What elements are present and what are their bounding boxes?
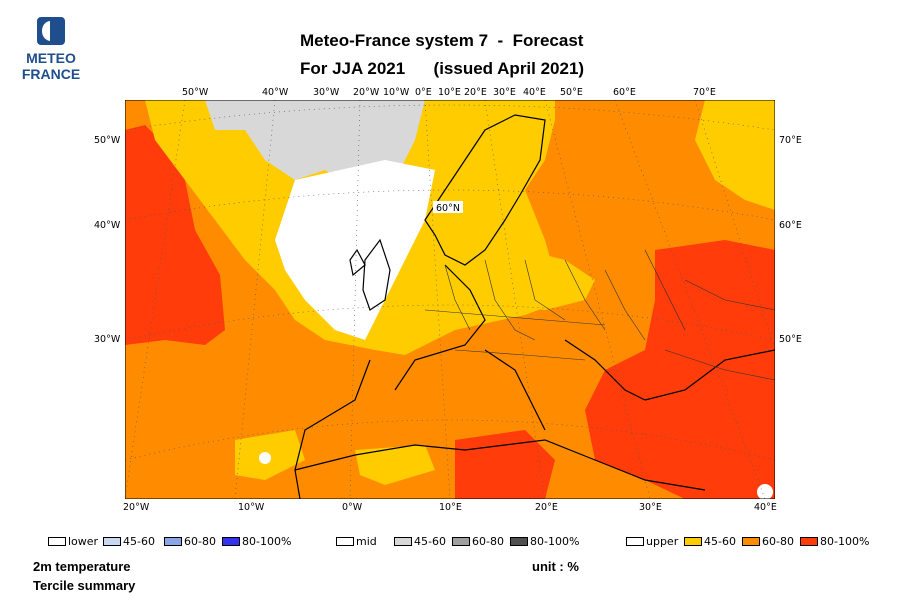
- top-lon-tick: 10°W: [383, 87, 410, 98]
- title-line-2: For JJA 2021 (issued April 2021): [300, 59, 585, 78]
- top-lon-tick: 40°E: [523, 87, 546, 98]
- bottom-lon-tick: 30°E: [639, 502, 662, 513]
- bottom-lon-tick: 10°W: [238, 502, 265, 513]
- legend-label: mid: [356, 534, 377, 548]
- meteo-france-logo: METEO FRANCE: [18, 14, 84, 84]
- top-lon-tick: 50°W: [182, 87, 209, 98]
- upper-45-60-central: [470, 250, 595, 310]
- legend-mid-60-80: 60-80: [452, 534, 504, 548]
- legend-swatch: [684, 536, 702, 546]
- bottom-lon-tick: 10°E: [439, 502, 462, 513]
- legend-lower-60-80: 60-80: [164, 534, 216, 548]
- bottom-lon-tick: 20°E: [535, 502, 558, 513]
- right-lat-tick: 60°E: [779, 220, 802, 231]
- legend-label: 60-80: [472, 534, 504, 548]
- no-signal-white: [275, 160, 435, 340]
- forecast-map: 60°N: [125, 100, 775, 499]
- legend-label: upper: [646, 534, 679, 548]
- legend-mid-80-100: 80-100%: [510, 534, 580, 548]
- upper-80-100-atlantic: [125, 125, 225, 345]
- coastlines: [294, 114, 775, 499]
- footer-summary: Tercile summary: [33, 578, 136, 593]
- right-lat-tick: 50°E: [779, 334, 802, 345]
- meteo-france-logo-icon: [37, 17, 65, 45]
- title-line-1: Meteo-France system 7 - Forecast: [300, 31, 584, 50]
- bottom-lon-tick: 20°W: [123, 502, 150, 513]
- legend-lower: lower: [48, 534, 99, 548]
- legend-swatch: [452, 536, 470, 546]
- top-lon-tick: 30°E: [493, 87, 516, 98]
- top-lon-tick: 50°E: [560, 87, 583, 98]
- legend-swatch: [394, 536, 412, 546]
- right-lat-tick: 70°E: [779, 135, 802, 146]
- top-lon-tick: 20°E: [464, 87, 487, 98]
- top-lon-tick: 60°E: [613, 87, 636, 98]
- legend-upper: upper: [626, 534, 679, 548]
- legend-label: 60-80: [762, 534, 794, 548]
- footer-unit: unit : %: [532, 559, 579, 574]
- legend-label: 80-100%: [820, 534, 870, 548]
- logo-text-meteo: METEO: [26, 50, 76, 66]
- country-borders: [424, 249, 775, 381]
- legend-label: 45-60: [704, 534, 736, 548]
- upper-45-60-south-2: [355, 445, 435, 485]
- bottom-lon-tick: 40°E: [754, 502, 777, 513]
- legend-label: lower: [68, 534, 99, 548]
- legend-label: 45-60: [414, 534, 446, 548]
- no-signal-spot: [259, 452, 271, 464]
- top-lon-tick: 70°E: [693, 87, 716, 98]
- lat-label-bg: [433, 201, 463, 213]
- top-lon-tick: 20°W: [353, 87, 380, 98]
- legend-upper-80-100: 80-100%: [800, 534, 870, 548]
- top-lon-tick: 30°W: [313, 87, 340, 98]
- top-lon-tick: 0°E: [415, 87, 432, 98]
- footer-variable: 2m temperature: [33, 559, 131, 574]
- legend-upper-45-60: 45-60: [684, 534, 736, 548]
- legend-swatch-mid: [336, 536, 354, 546]
- legend-swatch: [510, 536, 528, 546]
- legend-lower-45-60: 45-60: [103, 534, 155, 548]
- legend-label: 80-100%: [530, 534, 580, 548]
- upper-80-100-east: [585, 240, 775, 499]
- top-lon-tick: 40°W: [262, 87, 289, 98]
- no-signal-spot: [757, 484, 773, 499]
- legend-swatch: [164, 536, 182, 546]
- upper-80-100-south: [455, 430, 555, 499]
- legend-upper-60-80: 60-80: [742, 534, 794, 548]
- left-lat-tick: 50°W: [94, 135, 121, 146]
- upper-45-60-northeast: [695, 100, 775, 210]
- left-lat-tick: 30°W: [94, 334, 121, 345]
- left-lat-tick: 40°W: [94, 220, 121, 231]
- logo-text-france: FRANCE: [21, 66, 81, 82]
- legend-swatch: [742, 536, 760, 546]
- lat-label-60n: 60°N: [436, 203, 460, 214]
- legend-mid-45-60: 45-60: [394, 534, 446, 548]
- legend-swatch: [800, 536, 818, 546]
- legend-lower-80-100: 80-100%: [222, 534, 292, 548]
- legend-swatch: [103, 536, 121, 546]
- bottom-lon-tick: 0°W: [342, 502, 363, 513]
- top-lon-tick: 10°E: [438, 87, 461, 98]
- graticule: [125, 100, 775, 499]
- legend-label: 60-80: [184, 534, 216, 548]
- legend-swatch-upper: [626, 536, 644, 546]
- legend-swatch-lower: [48, 536, 66, 546]
- legend-label: 80-100%: [242, 534, 292, 548]
- legend-mid: mid: [336, 534, 377, 548]
- legend-swatch: [222, 536, 240, 546]
- legend-label: 45-60: [123, 534, 155, 548]
